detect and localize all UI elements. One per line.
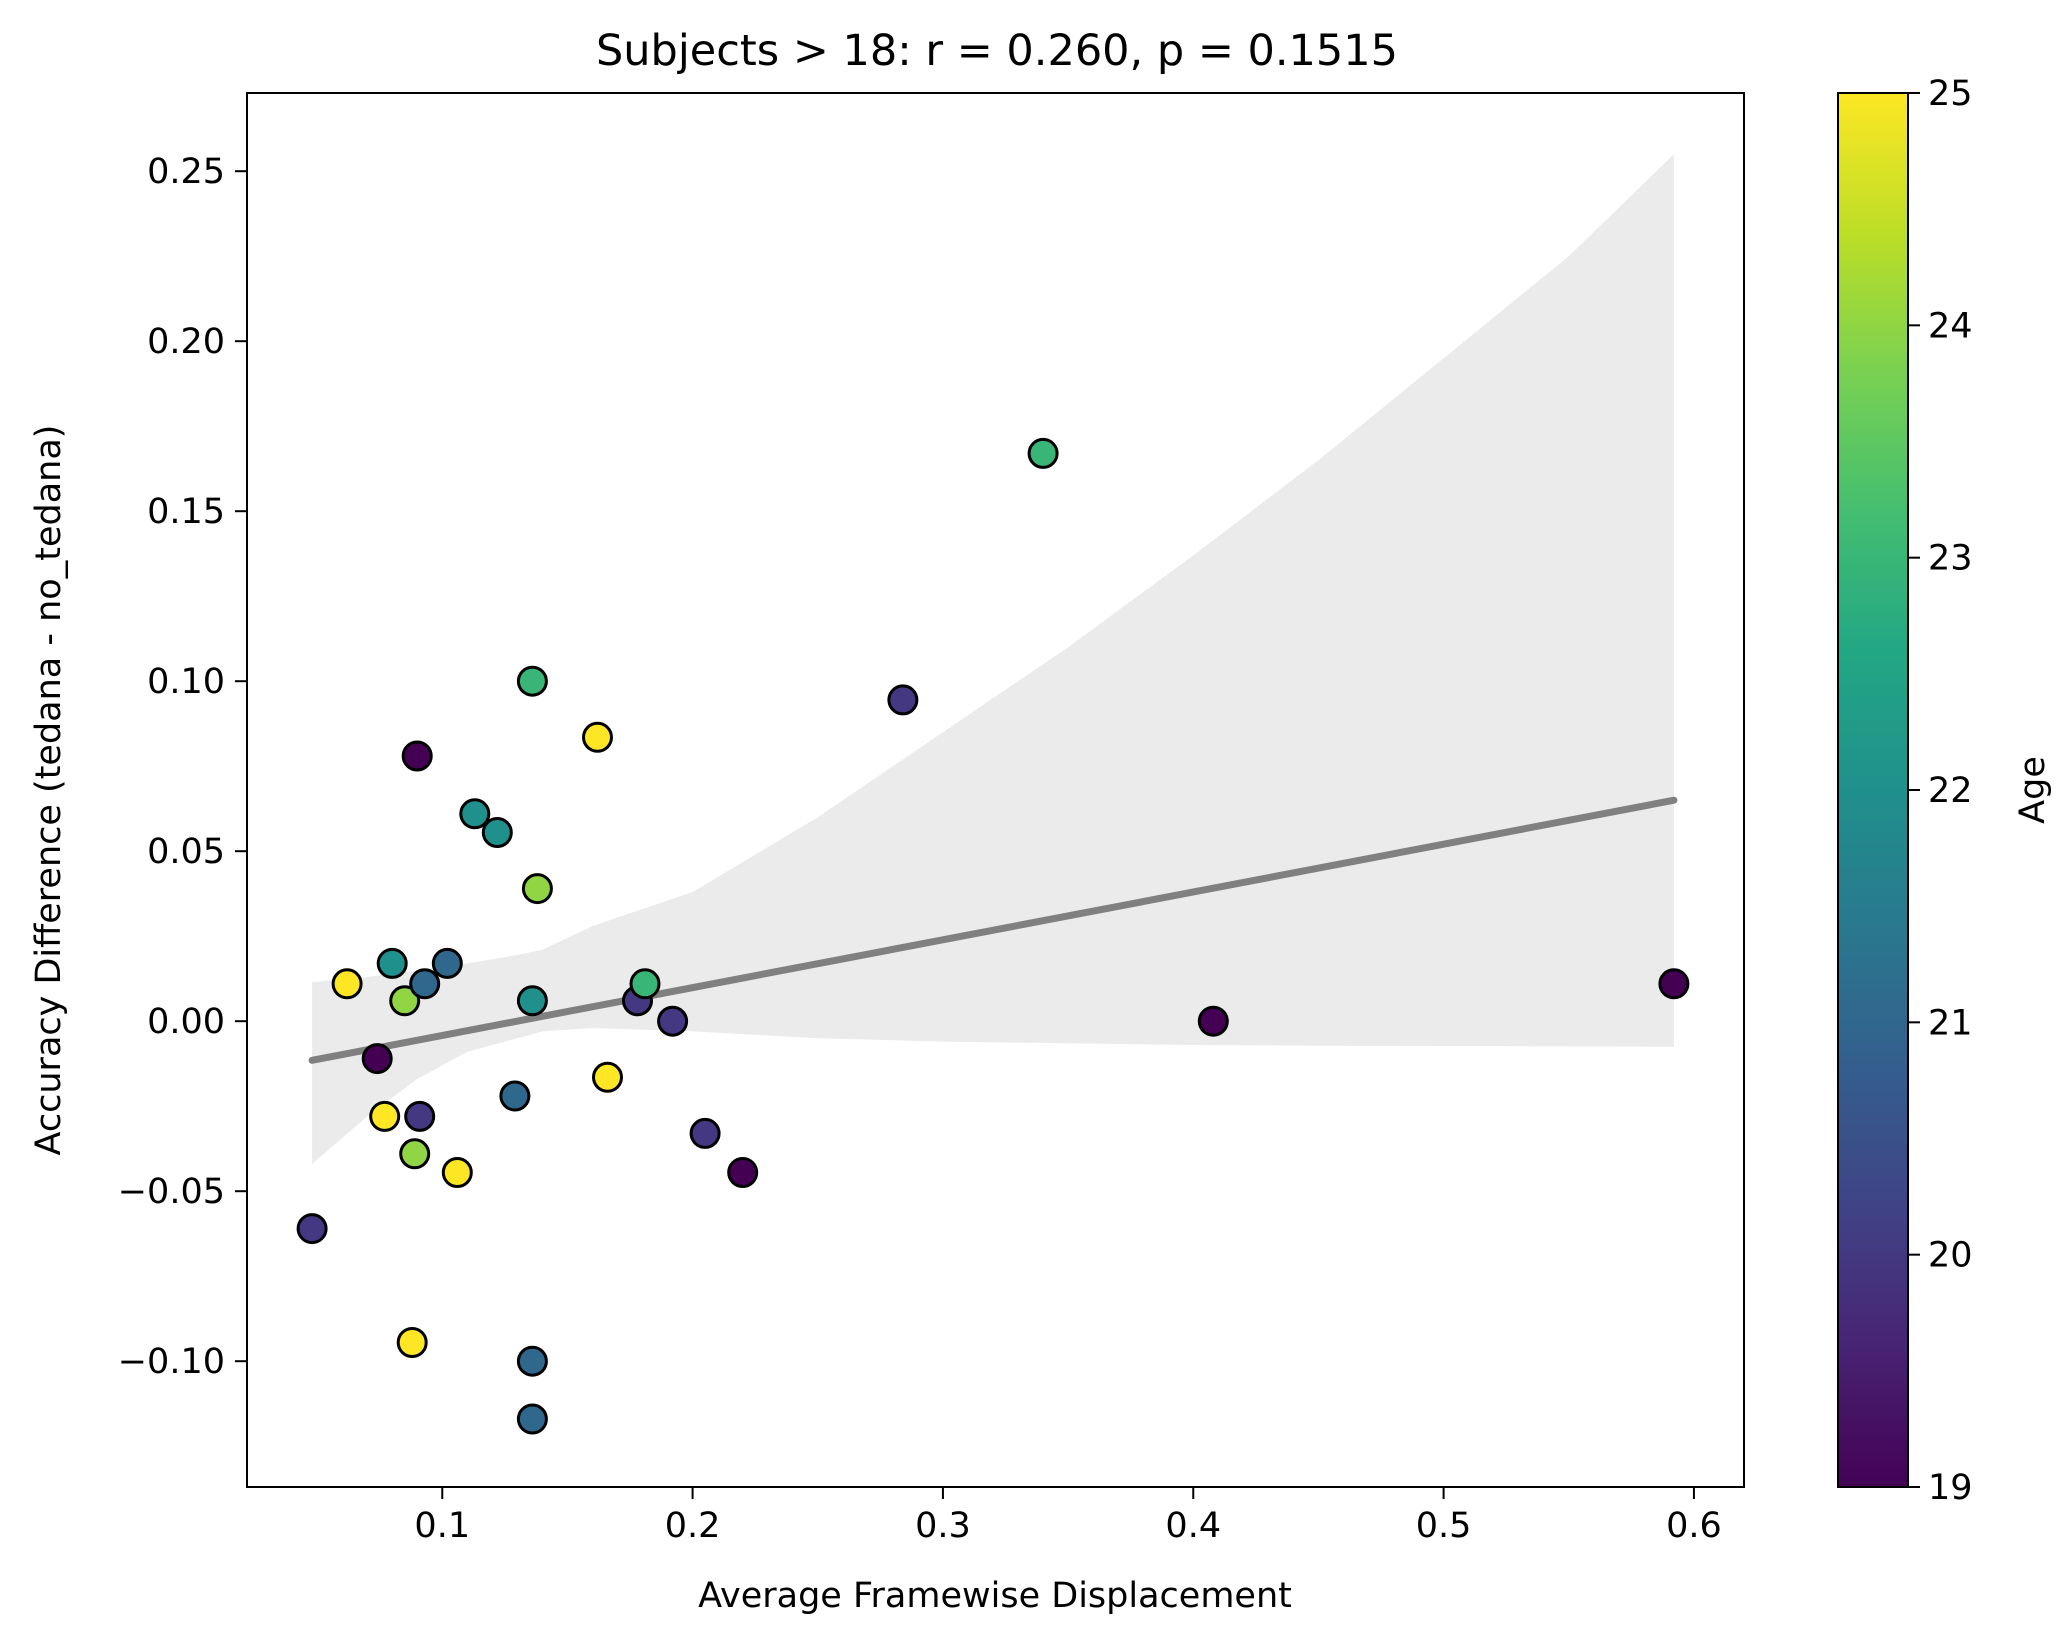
scatter-point-1 — [296, 1213, 328, 1245]
y-axis-title: Accuracy Difference (tedana - no_tedana) — [29, 425, 69, 1156]
scatter-point-31 — [1197, 1005, 1229, 1037]
scatter-point-9 — [401, 740, 433, 772]
x-tick-label: 0.2 — [665, 1506, 721, 1546]
scatter-point-2 — [331, 968, 363, 1000]
scatter-point-12 — [431, 947, 463, 979]
colorbar-tick-label: 24 — [1928, 306, 1973, 346]
scatter-point-17 — [516, 665, 548, 697]
scatter-point-7 — [396, 1327, 428, 1358]
scatter-point-21 — [521, 873, 553, 905]
y-tick-label: 0.25 — [147, 152, 225, 192]
scatter-point-8 — [399, 1138, 431, 1170]
colorbar-tick-label: 22 — [1928, 771, 1973, 811]
scatter-point-3 — [361, 1043, 393, 1075]
plot-frame — [246, 92, 1745, 1488]
scatter-point-16 — [499, 1080, 531, 1112]
scatter-point-14 — [459, 798, 491, 830]
x-tick-label: 0.1 — [414, 1506, 470, 1546]
x-tick-label: 0.4 — [1165, 1506, 1221, 1546]
colorbar-gradient — [1837, 92, 1909, 1488]
scatter-point-5 — [376, 947, 408, 979]
scatter-point-26 — [657, 1005, 689, 1037]
y-tick-label: −0.05 — [118, 1172, 225, 1212]
scatter-point-18 — [516, 985, 548, 1017]
scatter-point-6 — [389, 985, 421, 1017]
x-axis-title: Average Framewise Displacement — [698, 1576, 1292, 1616]
x-tick-label: 0.6 — [1666, 1506, 1722, 1546]
y-tick-label: 0.05 — [147, 832, 225, 872]
y-tick-label: 0.10 — [147, 662, 225, 702]
colorbar-title: Age — [2013, 756, 2053, 824]
scatter-point-19 — [516, 1345, 548, 1377]
x-tick-label: 0.5 — [1416, 1506, 1472, 1546]
scatter-point-11 — [409, 968, 441, 1000]
scatter-point-32 — [1658, 968, 1690, 1000]
regression-line — [308, 796, 1678, 1064]
scatter-point-25 — [629, 968, 661, 1000]
colorbar-ticks: 19 20 21 22 23 24 25 — [1908, 74, 1973, 1508]
y-axis: −0.10 −0.05 0.00 0.05 0.10 0.15 0.20 0.25 — [118, 152, 247, 1382]
colorbar-tick-label: 19 — [1928, 1468, 1973, 1508]
y-tick-label: 0.00 — [147, 1002, 225, 1042]
colorbar-tick-label: 21 — [1928, 1003, 1973, 1043]
colorbar-tick-label: 25 — [1928, 74, 1973, 114]
chart-title: Subjects > 18: r = 0.260, p = 0.1515 — [596, 26, 1398, 76]
scatter-point-28 — [727, 1157, 759, 1188]
data-points — [296, 437, 1690, 1435]
y-tick-label: −0.10 — [118, 1342, 225, 1382]
scatter-point-10 — [404, 1100, 436, 1132]
scatter-point-4 — [369, 1100, 401, 1132]
plot-area — [246, 92, 1745, 1488]
scatter-point-23 — [592, 1061, 623, 1093]
y-tick-label: 0.20 — [147, 322, 225, 362]
scatter-point-20 — [516, 1403, 548, 1435]
colorbar: 19 20 21 22 23 24 25 Age — [1837, 74, 2053, 1508]
scatter-point-30 — [1027, 437, 1059, 469]
y-tick-label: 0.15 — [147, 492, 225, 532]
scatter-point-13 — [441, 1157, 473, 1188]
colorbar-tick-label: 23 — [1928, 539, 1973, 579]
x-tick-label: 0.3 — [915, 1506, 971, 1546]
scatter-point-15 — [481, 817, 513, 848]
scatter-point-27 — [689, 1117, 721, 1149]
scatter-point-29 — [887, 684, 919, 716]
confidence-band — [312, 154, 1674, 1164]
colorbar-tick-label: 20 — [1928, 1236, 1973, 1276]
x-axis: 0.1 0.2 0.3 0.4 0.5 0.6 — [414, 1487, 1722, 1546]
scatter-point-22 — [582, 721, 613, 753]
